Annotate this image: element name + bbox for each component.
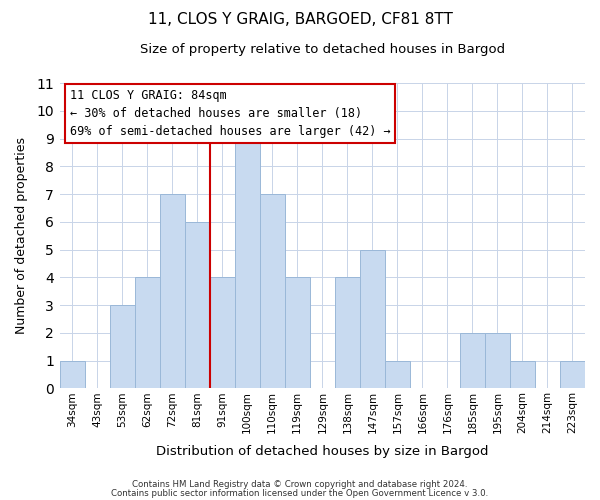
Bar — [485, 333, 510, 388]
Bar — [385, 360, 410, 388]
Bar — [134, 278, 160, 388]
Bar — [360, 250, 385, 388]
Bar — [335, 278, 360, 388]
Bar — [210, 278, 235, 388]
Bar — [185, 222, 210, 388]
Y-axis label: Number of detached properties: Number of detached properties — [15, 138, 28, 334]
Bar — [285, 278, 310, 388]
Bar — [260, 194, 285, 388]
Bar — [460, 333, 485, 388]
Bar — [160, 194, 185, 388]
X-axis label: Distribution of detached houses by size in Bargod: Distribution of detached houses by size … — [156, 444, 488, 458]
Text: Contains HM Land Registry data © Crown copyright and database right 2024.: Contains HM Land Registry data © Crown c… — [132, 480, 468, 489]
Bar — [560, 360, 585, 388]
Bar — [510, 360, 535, 388]
Text: 11, CLOS Y GRAIG, BARGOED, CF81 8TT: 11, CLOS Y GRAIG, BARGOED, CF81 8TT — [148, 12, 452, 28]
Bar — [235, 138, 260, 388]
Title: Size of property relative to detached houses in Bargod: Size of property relative to detached ho… — [140, 42, 505, 56]
Text: 11 CLOS Y GRAIG: 84sqm
← 30% of detached houses are smaller (18)
69% of semi-det: 11 CLOS Y GRAIG: 84sqm ← 30% of detached… — [70, 89, 391, 138]
Bar — [110, 305, 134, 388]
Text: Contains public sector information licensed under the Open Government Licence v : Contains public sector information licen… — [112, 488, 488, 498]
Bar — [59, 360, 85, 388]
